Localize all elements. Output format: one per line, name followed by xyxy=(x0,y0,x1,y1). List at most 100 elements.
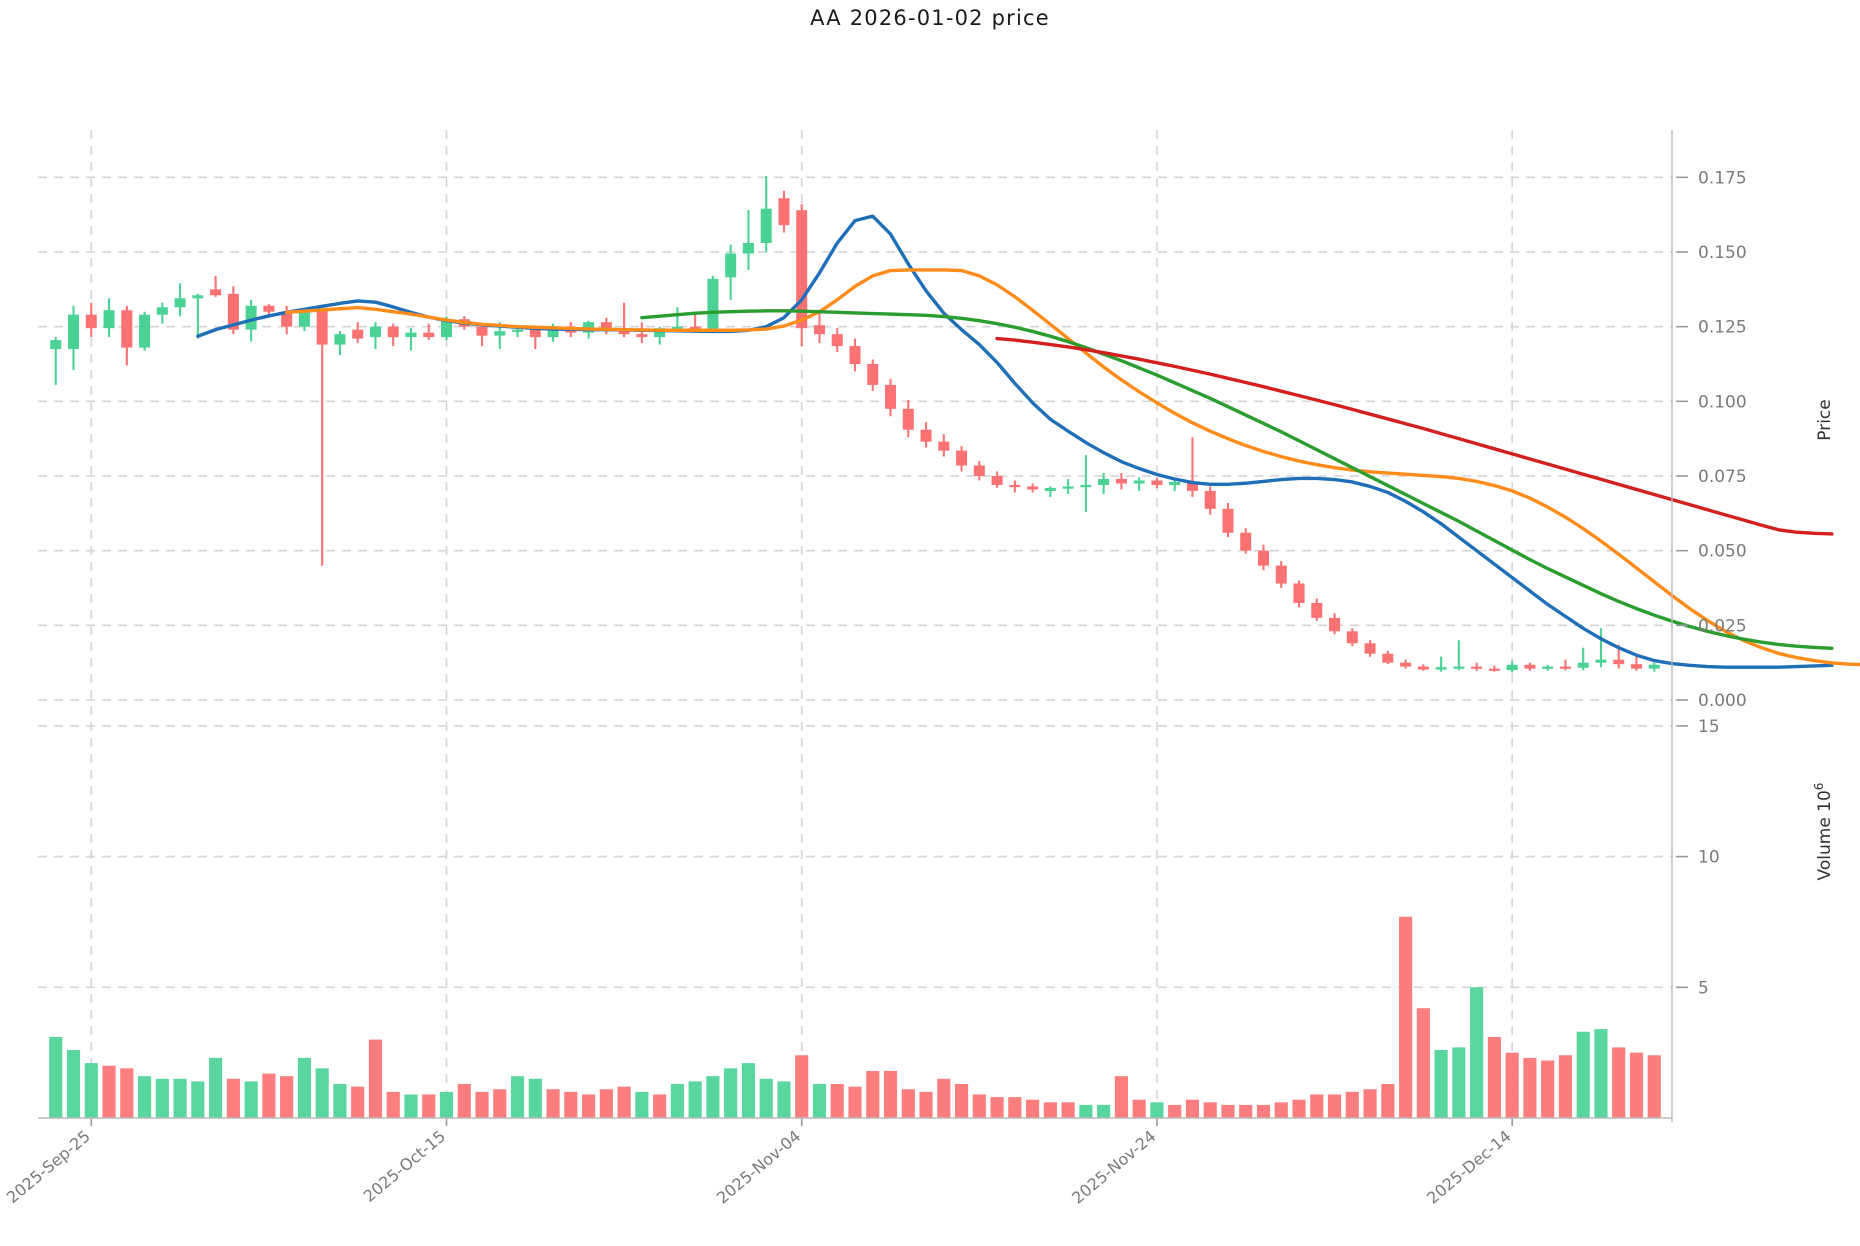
volume-bar xyxy=(120,1068,134,1118)
candle-body xyxy=(1524,664,1536,669)
volume-bar xyxy=(972,1094,986,1118)
volume-bar xyxy=(617,1086,631,1118)
candle-body xyxy=(956,450,968,466)
volume-bar xyxy=(1008,1097,1022,1118)
price-tick-label: 0.100 xyxy=(1698,392,1747,412)
candle-body xyxy=(725,253,737,278)
volume-bar xyxy=(582,1094,596,1118)
candlesticks-layer xyxy=(50,175,1660,673)
candle-body xyxy=(1293,583,1305,603)
volume-bar xyxy=(564,1091,578,1118)
volume-bar xyxy=(901,1089,915,1118)
volume-bar xyxy=(191,1081,205,1118)
volume-bar xyxy=(280,1076,294,1118)
candle-body xyxy=(1204,490,1216,509)
candle-body xyxy=(742,243,754,254)
date-tick-label: 2025-Nov-24 xyxy=(1068,1127,1159,1208)
volume-bar xyxy=(848,1086,862,1118)
volume-bar xyxy=(1203,1102,1217,1118)
candle-body xyxy=(813,325,825,335)
volume-bar xyxy=(1576,1031,1590,1118)
candle-body xyxy=(103,310,115,329)
volume-bar xyxy=(812,1084,827,1118)
volume-bar xyxy=(688,1081,702,1118)
candle-body xyxy=(1595,659,1607,663)
volume-bar xyxy=(368,1039,383,1118)
volume-bar xyxy=(1327,1094,1342,1118)
volume-bar xyxy=(1168,1104,1182,1118)
candle-body xyxy=(334,334,346,345)
volume-bar xyxy=(1345,1091,1359,1118)
volume-bar xyxy=(1097,1104,1111,1118)
candle-body xyxy=(1471,666,1483,669)
candle-body xyxy=(600,322,612,329)
candle-body xyxy=(654,328,666,338)
volume-bar xyxy=(510,1076,525,1118)
candle-body xyxy=(1382,653,1394,663)
volume-bar xyxy=(954,1084,969,1118)
volume-bar xyxy=(1274,1102,1288,1118)
volume-bar xyxy=(244,1081,258,1118)
grid-layer xyxy=(38,130,1672,1124)
volume-bar xyxy=(1292,1099,1306,1118)
candle-body xyxy=(1044,487,1056,491)
volume-bar xyxy=(1026,1099,1040,1118)
ma-short-line xyxy=(196,214,1834,669)
volume-bar xyxy=(1541,1060,1555,1118)
candle-body xyxy=(885,384,897,409)
candle-body xyxy=(316,310,328,345)
volume-bar xyxy=(457,1084,471,1118)
candle-body xyxy=(671,326,683,329)
volume-bar xyxy=(102,1065,116,1118)
volume-bar xyxy=(262,1073,276,1118)
candle-body xyxy=(1311,602,1323,618)
volume-bar xyxy=(1399,916,1413,1118)
volume-bar xyxy=(475,1091,489,1118)
candle-body xyxy=(1115,478,1127,484)
volume-bar xyxy=(1061,1102,1075,1118)
candle-body xyxy=(1630,664,1642,669)
candle-body xyxy=(1542,666,1554,669)
candle-body xyxy=(991,476,1003,485)
volume-bar xyxy=(1452,1047,1466,1118)
candle-body xyxy=(1133,480,1145,484)
candle-body xyxy=(139,314,151,348)
volume-bar xyxy=(1470,987,1484,1118)
volume-bar xyxy=(1647,1055,1661,1118)
candle-body xyxy=(1027,486,1039,490)
volume-tick-label: 5 xyxy=(1698,978,1709,998)
volume-bar xyxy=(795,1055,809,1118)
candle-body xyxy=(1453,666,1465,669)
volume-bar xyxy=(315,1068,329,1118)
moving-average-lines-layer xyxy=(196,214,1860,669)
candle-body xyxy=(849,346,861,364)
volume-bar xyxy=(546,1089,560,1118)
volume-bar xyxy=(49,1036,63,1118)
volume-bar xyxy=(297,1057,311,1118)
candle-body xyxy=(1364,643,1376,654)
volume-bar xyxy=(351,1086,365,1118)
volume-bar xyxy=(439,1091,454,1118)
volume-bar xyxy=(1079,1104,1093,1118)
candle-body xyxy=(281,311,293,327)
candle-body xyxy=(298,311,310,327)
candle-body xyxy=(1559,666,1571,669)
price-tick-label: 0.050 xyxy=(1698,542,1747,562)
candle-body xyxy=(796,210,808,329)
candle-body xyxy=(867,364,879,385)
volume-bar xyxy=(1185,1099,1200,1118)
axis-labels-layer: 0.175 0.150 0.125 0.100 0.075 0.050 0.025 0.000… xyxy=(3,168,1835,1207)
candle-body xyxy=(1169,481,1181,485)
candle-body xyxy=(1151,480,1163,485)
candle-body xyxy=(156,307,168,315)
price-tick-label: 0.000 xyxy=(1698,691,1747,711)
volume-bar xyxy=(1505,1052,1519,1118)
candle-body xyxy=(174,298,186,308)
volume-bar xyxy=(759,1078,773,1118)
volume-bar xyxy=(1221,1104,1235,1118)
candle-body xyxy=(512,329,524,332)
candle-body xyxy=(1257,550,1270,566)
volume-tick-label: 15 xyxy=(1698,717,1720,737)
candle-body xyxy=(1577,662,1589,668)
